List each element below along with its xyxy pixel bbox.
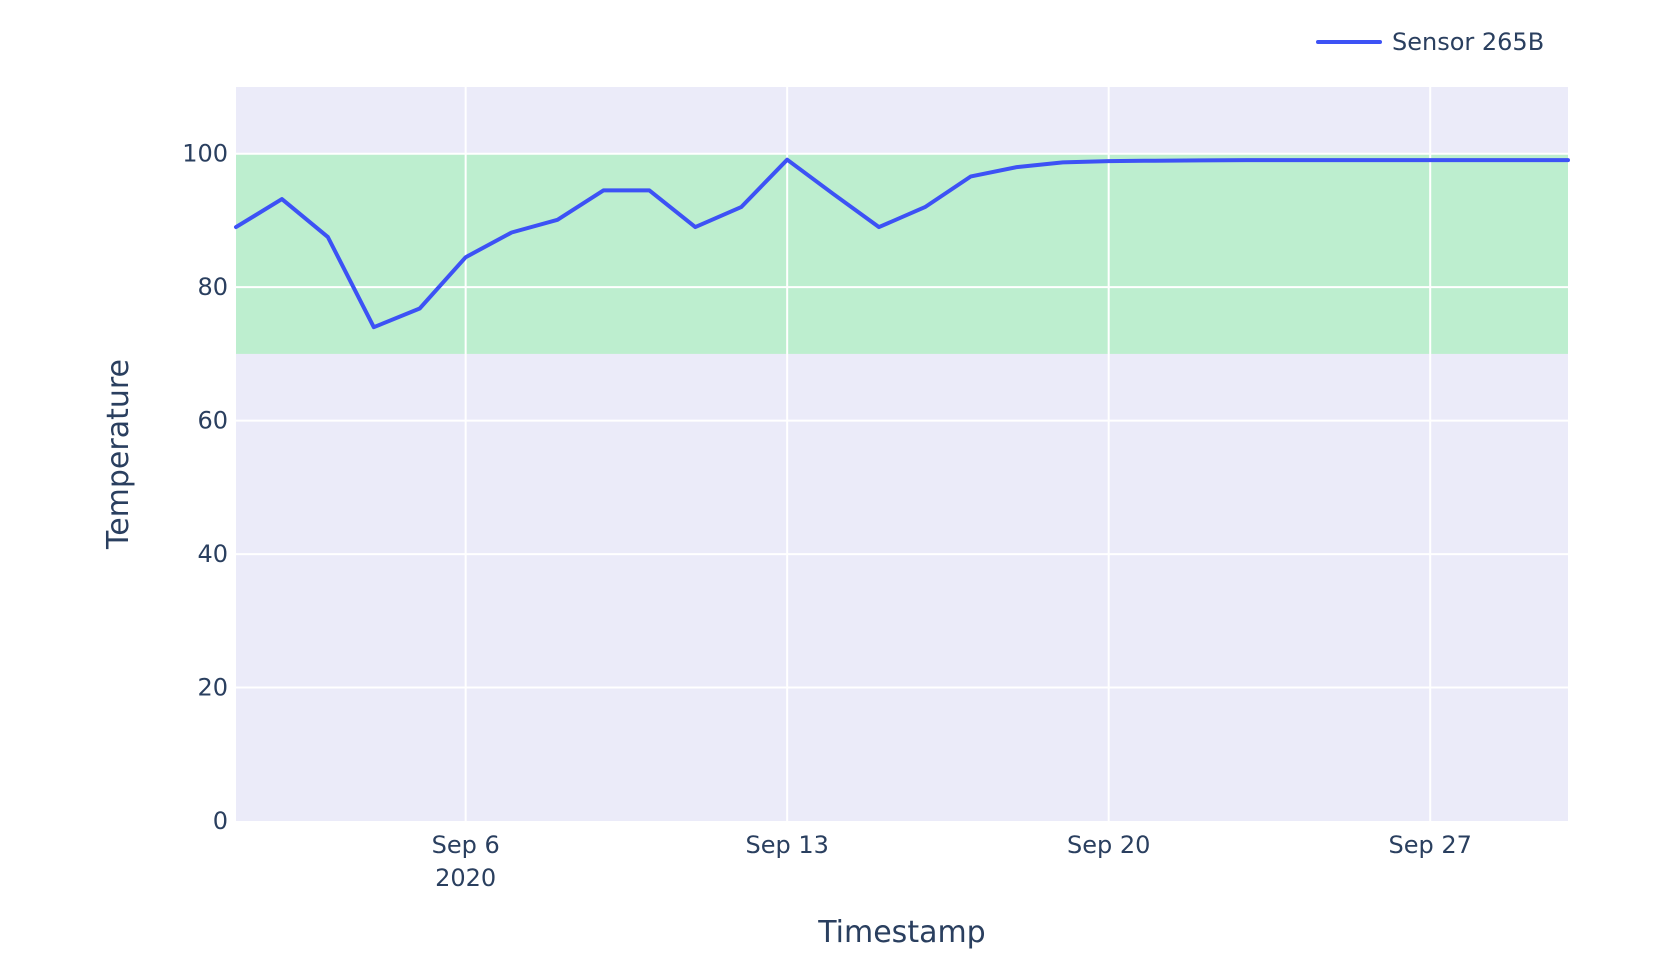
x-tick-label: Sep 27 [1389, 831, 1472, 859]
x-tick-label: Sep 13 [745, 831, 828, 859]
y-tick-label: 80 [197, 273, 228, 301]
series-layer [234, 157, 1570, 330]
x-axis-ticks: Sep 6 2020 Sep 13 Sep 20 Sep 27 [432, 831, 1472, 892]
x-tick-label: Sep 6 [432, 831, 500, 859]
y-tick-label: 60 [197, 407, 228, 435]
legend-label: Sensor 265B [1392, 28, 1544, 56]
legend[interactable]: Sensor 265B [1316, 28, 1544, 56]
x-tick-sublabel: 2020 [435, 864, 496, 892]
series-line-0 [234, 157, 1570, 330]
y-tick-label: 100 [182, 140, 228, 168]
y-tick-label: 40 [197, 540, 228, 568]
normal-range-band [236, 153, 1568, 354]
x-tick-label: Sep 20 [1067, 831, 1150, 859]
y-tick-label: 0 [213, 807, 228, 835]
y-axis-title: Temperature [101, 359, 136, 550]
grid-lines [236, 87, 1568, 821]
x-axis-title: Timestamp [817, 915, 985, 950]
y-axis-ticks: 0 20 40 60 80 100 [182, 140, 228, 835]
y-tick-label: 20 [197, 674, 228, 702]
